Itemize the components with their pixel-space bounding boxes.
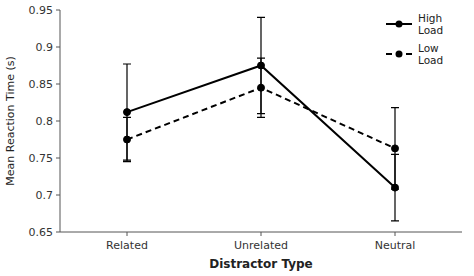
point (258, 84, 265, 91)
series (123, 17, 399, 221)
y-axis-line (60, 10, 61, 232)
y-tick (56, 195, 60, 196)
legend-label-line: Load (418, 54, 443, 66)
chart-container: 0.65 0.7 0.75 0.8 0.85 0.9 0.95 Related Unrelate… (0, 0, 474, 276)
point (124, 136, 131, 143)
x-tick (261, 232, 262, 236)
legend-label-line: Load (418, 24, 443, 36)
legend-marker (396, 51, 403, 58)
y-tick (56, 232, 60, 233)
x-tick (127, 232, 128, 236)
legend-marker (396, 21, 403, 28)
y-tick-label: 0.8 (36, 115, 54, 128)
y-tick (56, 121, 60, 122)
error-bar (257, 58, 265, 117)
y-tick-label: 0.85 (29, 78, 54, 91)
y-tick (56, 158, 60, 159)
x-tick (395, 232, 396, 236)
legend-label-line: High (418, 12, 442, 24)
legend-label: LowLoad (418, 42, 443, 66)
x-axis-label: Distractor Type (209, 257, 312, 271)
y-tick (56, 47, 60, 48)
y-tick-label: 0.7 (36, 189, 54, 202)
y-tick (56, 10, 60, 11)
background (0, 0, 474, 276)
x-tick-label: Unrelated (234, 239, 288, 252)
error-bar (391, 108, 399, 189)
point (124, 109, 131, 116)
legend-label: HighLoad (418, 12, 443, 36)
series-line (127, 66, 395, 188)
y-tick-label: 0.9 (36, 41, 54, 54)
x-tick-label: Neutral (375, 239, 416, 252)
legend-label-line: Low (418, 42, 439, 54)
axes: 0.65 0.7 0.75 0.8 0.85 0.9 0.95 Related Unrelate… (29, 4, 463, 252)
error-bar (123, 117, 131, 161)
series (123, 58, 399, 189)
y-tick-label: 0.75 (29, 152, 54, 165)
y-tick-label: 0.65 (29, 226, 54, 239)
x-tick-label: Related (106, 239, 148, 252)
y-tick-label: 0.95 (29, 4, 54, 17)
chart: 0.65 0.7 0.75 0.8 0.85 0.9 0.95 Related Unrelate… (0, 0, 474, 276)
plot-area (123, 17, 399, 221)
y-axis-label: Mean Reaction Time (s) (4, 56, 17, 185)
legend: HighLoadLowLoad (386, 12, 443, 66)
point (392, 145, 399, 152)
y-tick (56, 84, 60, 85)
